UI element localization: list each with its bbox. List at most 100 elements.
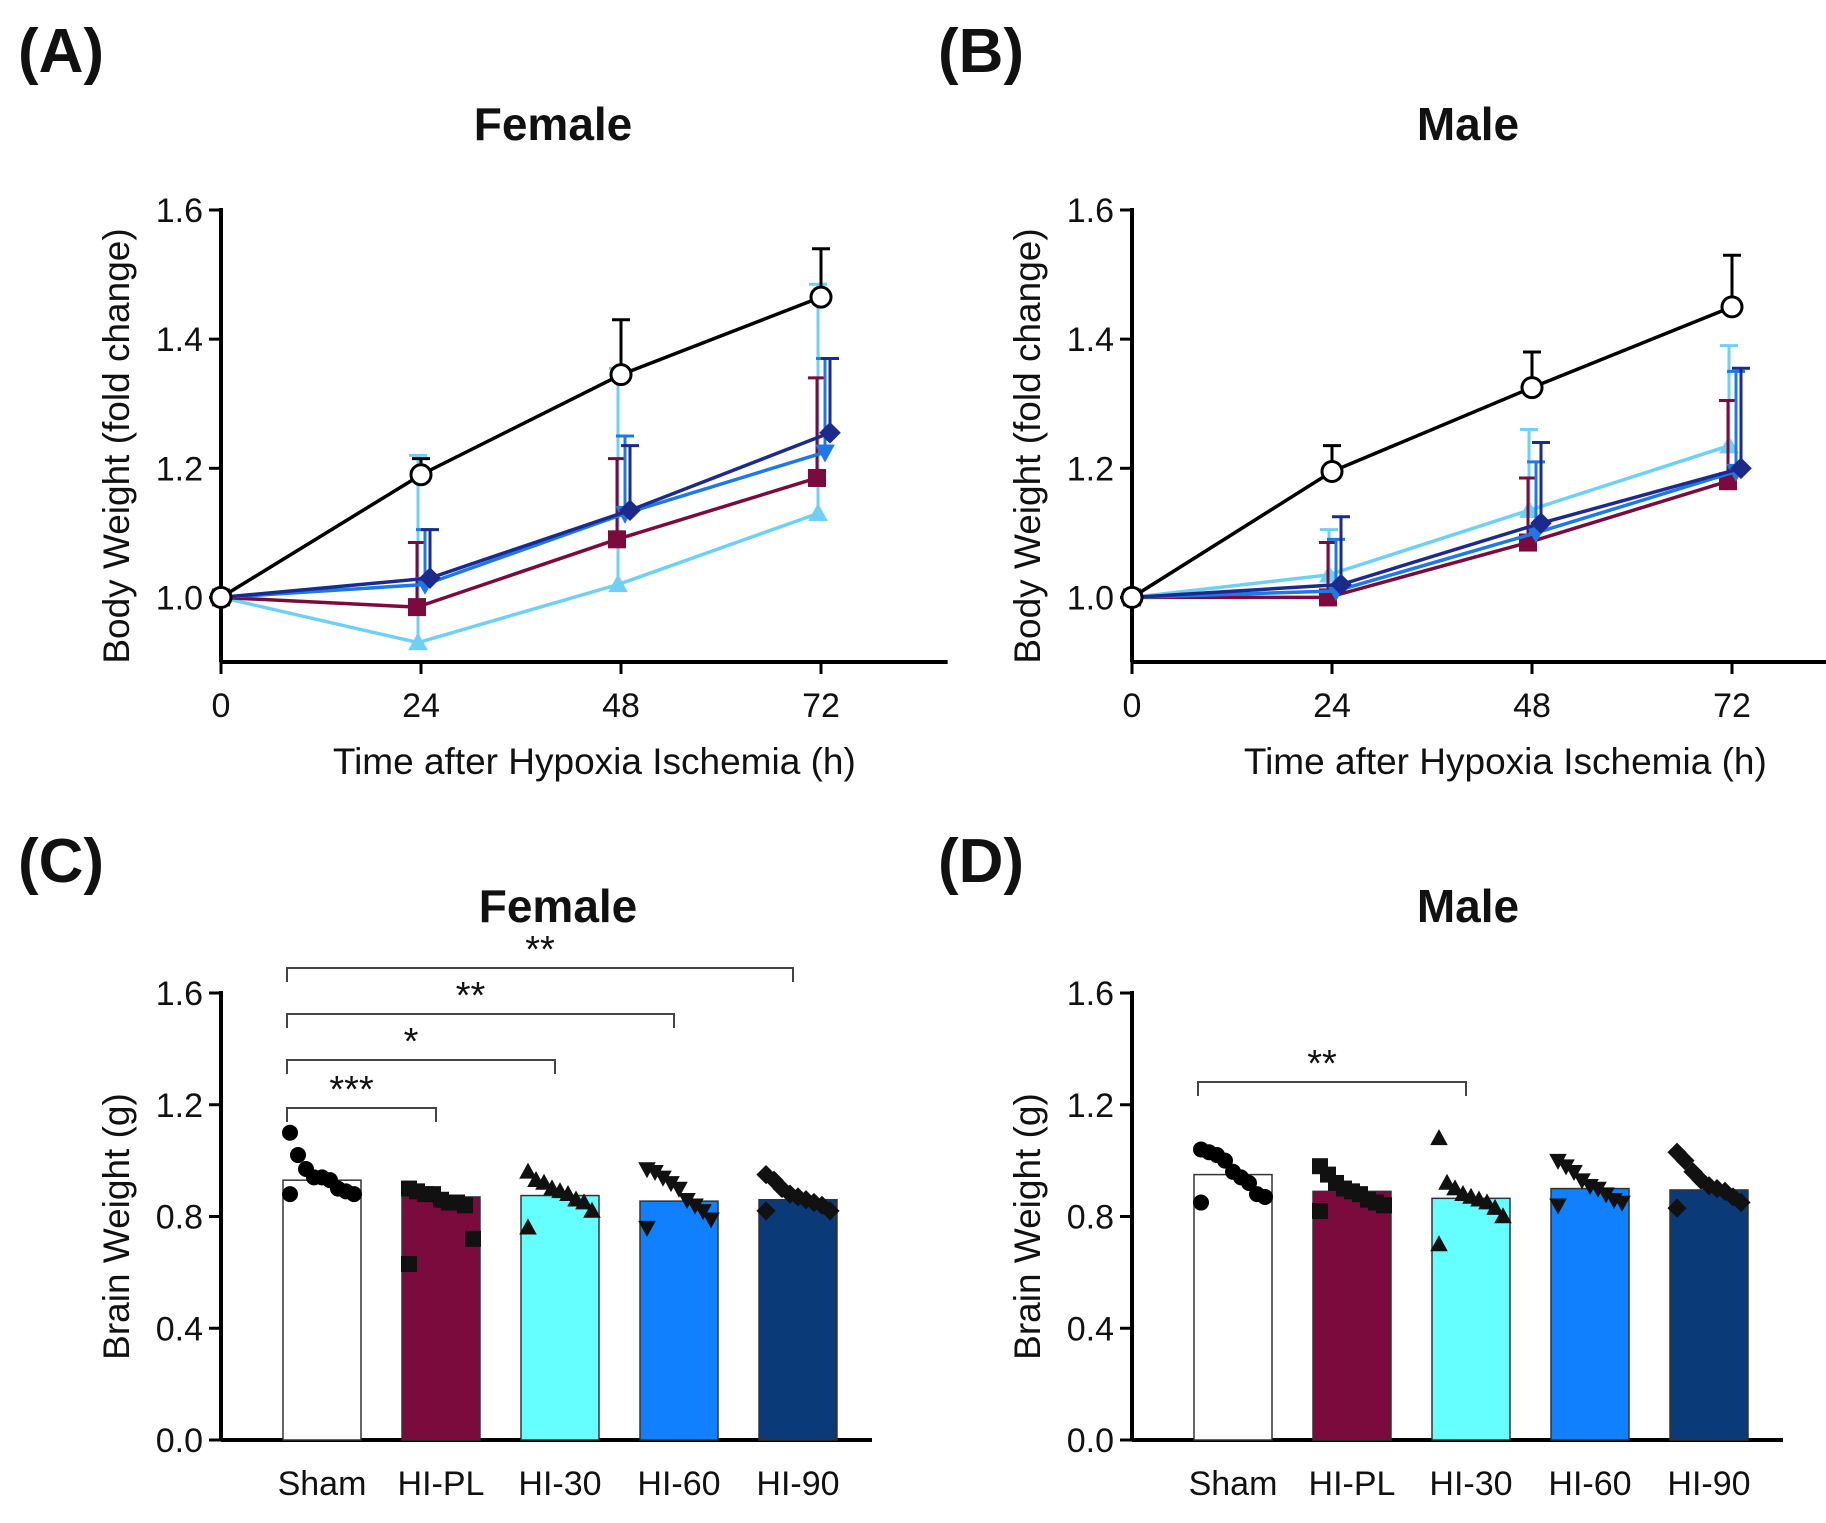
data-point — [282, 1124, 298, 1141]
series-hi-pl — [1123, 398, 1737, 607]
data-point — [702, 1212, 720, 1229]
y-tick-label: 0.0 — [156, 1422, 203, 1460]
data-point — [808, 468, 826, 487]
y-tick-label: 0.8 — [1067, 1199, 1114, 1237]
y-tick-label: 1.0 — [156, 579, 203, 617]
significance-label: *** — [329, 1069, 374, 1111]
data-point — [756, 1201, 776, 1221]
series-hi-90 — [1121, 366, 1752, 609]
y-tick-label: 0.8 — [156, 1199, 203, 1237]
data-point — [619, 499, 641, 522]
series-hi-pl — [212, 376, 826, 617]
data-point — [1320, 460, 1344, 484]
panel-title: Female — [474, 98, 633, 150]
data-point — [1330, 573, 1352, 596]
data-point — [575, 1193, 593, 1210]
series-line — [220, 511, 819, 645]
data-point — [457, 1197, 473, 1214]
data-point — [608, 574, 628, 593]
data-point — [694, 1204, 712, 1221]
data-point — [535, 1173, 553, 1190]
data-point — [809, 285, 833, 309]
panel-label: (D) — [938, 827, 1024, 896]
data-point — [1707, 1178, 1727, 1199]
points-hi-30 — [1430, 1129, 1512, 1252]
bar-hi-30 — [520, 1194, 600, 1441]
data-point — [583, 1201, 601, 1218]
points-sham — [1193, 1141, 1273, 1211]
data-point — [804, 1192, 824, 1213]
data-point — [419, 567, 441, 589]
data-point — [519, 1218, 537, 1235]
data-point — [815, 444, 835, 463]
y-axis-label: Brain Weight (g) — [1007, 1093, 1048, 1360]
data-point — [1494, 1207, 1512, 1224]
data-point — [1120, 585, 1144, 609]
x-tick-label: HI-30 — [1429, 1465, 1512, 1503]
series-line — [1131, 444, 1730, 600]
x-axis-label: Time after Hypoxia Ischemia (h) — [1244, 741, 1767, 782]
y-tick-label: 1.4 — [1067, 321, 1114, 359]
points-hi-90 — [1667, 1142, 1751, 1218]
points-hi-90 — [756, 1164, 840, 1221]
data-point — [408, 632, 428, 651]
data-point — [1257, 1188, 1273, 1205]
data-point — [609, 363, 633, 387]
significance-bracket — [286, 1107, 437, 1122]
data-point — [608, 530, 626, 549]
y-tick-label: 1.2 — [1067, 1087, 1114, 1125]
data-point — [1613, 1195, 1631, 1212]
data-point — [346, 1186, 362, 1203]
data-point — [409, 463, 433, 487]
bar-hi-90 — [1669, 1189, 1749, 1441]
significance-bracket — [286, 1059, 556, 1074]
points-hi-30 — [519, 1162, 601, 1235]
data-point — [401, 1255, 417, 1272]
x-tick-label: 48 — [1513, 687, 1551, 725]
bar-hi-90 — [758, 1198, 838, 1441]
data-point — [1376, 1197, 1392, 1214]
data-point — [1589, 1181, 1607, 1198]
series-line — [1132, 479, 1729, 600]
series-hi-30 — [1122, 344, 1739, 606]
points-sham — [282, 1124, 362, 1203]
series-line — [1131, 469, 1737, 600]
x-tick-label: 72 — [1713, 687, 1751, 725]
significance-label: ** — [1307, 1043, 1337, 1085]
data-point — [662, 1176, 680, 1193]
x-tick-label: HI-90 — [1667, 1465, 1750, 1503]
x-tick-label: HI-PL — [1309, 1465, 1396, 1503]
x-tick-label: Sham — [1189, 1465, 1278, 1503]
y-tick-label: 1.6 — [1067, 975, 1114, 1013]
significance-bracket — [286, 967, 794, 982]
x-tick-label: HI-30 — [518, 1465, 601, 1503]
data-point — [1486, 1198, 1504, 1215]
y-tick-label: 1.4 — [156, 321, 203, 359]
y-tick-label: 0.4 — [1067, 1310, 1114, 1348]
data-point — [670, 1181, 688, 1198]
y-tick-label: 0.4 — [156, 1310, 203, 1348]
data-point — [1438, 1173, 1456, 1190]
bar-sham — [282, 1179, 362, 1441]
data-point — [1730, 457, 1752, 480]
data-point — [1312, 1202, 1328, 1219]
bar-hi-60 — [1550, 1187, 1630, 1441]
data-point — [1715, 1181, 1735, 1201]
series-line — [1131, 305, 1733, 599]
data-point — [1731, 1192, 1751, 1213]
significance-label: ** — [456, 975, 486, 1017]
panel-label: (C) — [18, 827, 104, 896]
series-sham — [209, 247, 833, 609]
y-tick-label: 0.0 — [1067, 1422, 1114, 1460]
data-point — [646, 1165, 664, 1181]
x-tick-label: 0 — [212, 687, 231, 725]
data-point — [408, 598, 426, 617]
data-point — [1675, 1151, 1695, 1171]
x-tick-label: 24 — [1313, 687, 1351, 725]
bar-sham — [1193, 1173, 1273, 1441]
x-tick-label: 48 — [602, 687, 640, 725]
data-point — [1217, 1152, 1233, 1169]
points-hi-60 — [638, 1162, 720, 1237]
data-point — [678, 1192, 696, 1209]
